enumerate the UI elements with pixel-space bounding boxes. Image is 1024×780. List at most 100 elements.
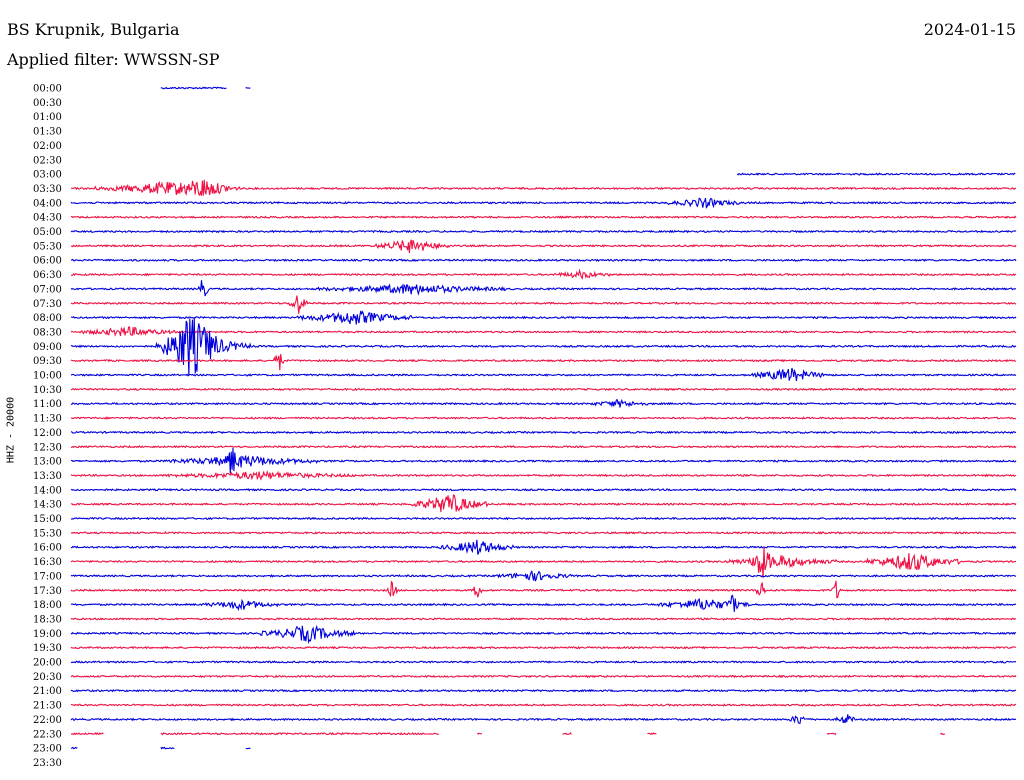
time-tick-label: 00:30: [33, 98, 62, 109]
trace-2300: [70, 746, 78, 750]
trace-2230: [476, 732, 483, 735]
trace-2030: [70, 674, 1017, 679]
time-tick-label: 12:00: [33, 428, 62, 439]
trace-1830: [70, 617, 1017, 621]
trace-2000: [70, 660, 1017, 664]
trace-2130: [70, 703, 1017, 707]
trace-1600: [70, 539, 1017, 555]
trace-1030: [70, 387, 1017, 392]
time-tick-label: 19:00: [33, 629, 62, 640]
trace-1500: [70, 516, 1017, 521]
trace-0800: [70, 310, 1017, 325]
filter-label: Applied filter: WWSSN-SP: [7, 50, 220, 69]
time-tick-label: 04:30: [33, 213, 62, 224]
time-tick-label: 23:30: [33, 758, 62, 769]
time-tick-label: 21:30: [33, 701, 62, 712]
trace-0530: [70, 239, 1017, 254]
trace-1130: [70, 416, 1017, 420]
time-tick-label: 03:30: [33, 184, 62, 195]
plot-date: 2024-01-15: [923, 20, 1016, 39]
trace-1230: [70, 444, 1017, 449]
trace-0000: [160, 86, 227, 90]
trace-2230: [562, 732, 572, 735]
time-tick-label: 06:30: [33, 270, 62, 281]
trace-2230: [940, 732, 946, 736]
time-tick-label: 10:30: [33, 385, 62, 396]
trace-1000: [70, 367, 1017, 381]
seismic-traces: [70, 86, 1017, 750]
trace-2230: [647, 732, 657, 736]
trace-2200: [70, 714, 1017, 724]
trace-1100: [70, 398, 1017, 408]
trace-0930: [70, 353, 1017, 371]
trace-1200: [70, 430, 1017, 435]
time-tick-labels: 00:00 00:30 01:00 01:30 02:00 02:30 03:00 03:30…: [33, 84, 62, 769]
trace-1630: [70, 546, 1016, 578]
trace-1900: [70, 624, 1017, 645]
time-tick-label: 09:00: [33, 342, 62, 353]
time-tick-label: 16:30: [33, 557, 62, 568]
time-tick-label: 15:30: [33, 528, 62, 539]
trace-0630: [71, 268, 1017, 280]
time-tick-label: 19:30: [33, 643, 62, 654]
trace-0330: [70, 179, 1017, 197]
trace-0500: [70, 229, 1017, 234]
time-tick-label: 05:30: [33, 241, 62, 252]
time-tick-label: 02:30: [33, 155, 62, 166]
trace-2230: [826, 732, 837, 736]
time-tick-label: 22:00: [33, 715, 62, 726]
time-tick-label: 10:00: [33, 371, 62, 382]
time-tick-label: 02:00: [33, 141, 62, 152]
time-tick-label: 08:00: [33, 313, 62, 324]
time-tick-label: 00:00: [33, 84, 62, 95]
time-tick-label: 23:00: [33, 744, 62, 755]
trace-0430: [70, 215, 1017, 219]
trace-0830: [70, 326, 1017, 337]
trace-1430: [70, 494, 1017, 513]
station-title: BS Krupnik, Bulgaria: [7, 20, 180, 39]
time-tick-label: 04:00: [33, 198, 62, 209]
time-tick-label: 14:00: [33, 485, 62, 496]
time-tick-label: 03:00: [33, 170, 62, 181]
time-tick-label: 08:30: [33, 327, 62, 338]
trace-0400: [70, 197, 1016, 209]
time-tick-label: 16:00: [33, 543, 62, 554]
trace-0000: [245, 86, 251, 89]
trace-1300: [70, 447, 1017, 474]
trace-0700: [70, 280, 1017, 297]
time-tick-label: 17:00: [33, 571, 62, 582]
trace-1530: [70, 531, 1017, 535]
time-tick-label: 14:30: [33, 500, 62, 511]
trace-0730: [70, 295, 1017, 314]
time-tick-label: 01:30: [33, 127, 62, 138]
trace-1730: [70, 580, 1017, 599]
trace-2300: [160, 746, 175, 750]
time-tick-label: 15:00: [33, 514, 62, 525]
trace-1400: [70, 487, 1017, 492]
time-tick-label: 06:00: [33, 256, 62, 267]
trace-2300: [245, 747, 251, 750]
time-tick-label: 09:30: [33, 356, 62, 367]
time-tick-label: 07:00: [33, 284, 62, 295]
time-tick-label: 11:00: [33, 399, 62, 410]
time-tick-label: 22:30: [33, 729, 62, 740]
time-tick-label: 17:30: [33, 586, 62, 597]
time-tick-label: 20:00: [33, 658, 62, 669]
trace-0900: [70, 318, 1017, 376]
time-tick-label: 13:00: [33, 457, 62, 468]
trace-0300: [736, 172, 1016, 176]
time-tick-label: 05:00: [33, 227, 62, 238]
time-tick-label: 07:30: [33, 299, 62, 310]
trace-1700: [70, 570, 1017, 582]
time-tick-label: 21:00: [33, 686, 62, 697]
time-tick-label: 01:00: [33, 112, 62, 123]
time-tick-label: 20:30: [33, 672, 62, 683]
trace-2230: [160, 731, 440, 736]
time-tick-label: 18:00: [33, 600, 62, 611]
time-tick-label: 13:30: [33, 471, 62, 482]
trace-1930: [70, 645, 1017, 650]
trace-0600: [70, 258, 1017, 263]
trace-2230: [70, 732, 104, 736]
time-tick-label: 18:30: [33, 614, 62, 625]
